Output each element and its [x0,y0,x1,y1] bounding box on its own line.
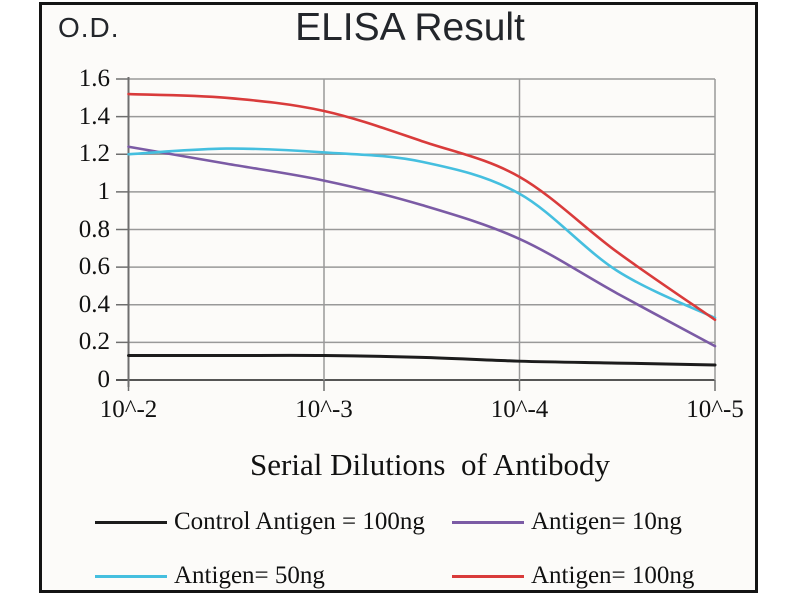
y-tick-label: 1.4 [78,102,110,130]
series-curve [127,92,717,322]
legend-line-swatch [452,520,524,524]
y-tick-label: 0.8 [78,215,110,243]
chart-title: ELISA Result [295,6,525,49]
y-tick-label: 0.2 [78,328,110,356]
x-tick-label: 10^-2 [99,396,158,423]
y-axis-unit-label: O.D. [58,12,120,43]
legend-label: Antigen= 10ng [531,508,682,535]
legend-label: Antigen= 50ng [174,562,325,589]
y-tick-label: 1 [97,177,111,205]
x-axis-title: Serial Dilutions of Antibody [250,447,610,482]
series-curve [127,353,717,367]
y-tick-label: 1.2 [78,140,110,168]
legend-label: Control Antigen = 100ng [174,508,425,535]
legend-item: Control Antigen = 100ng [95,507,425,537]
chart-frame [39,2,758,593]
x-tick-label: 10^-5 [686,396,744,423]
y-tick-label: 0 [97,366,111,393]
x-tick-label: 10^-3 [295,396,353,423]
series-curve [127,147,717,320]
legend-item: Antigen= 50ng [95,561,325,591]
x-tick-label: 10^-4 [490,396,549,423]
y-tick-label: 0.6 [78,253,110,281]
series-curve [127,145,717,348]
y-tick-label: 1.6 [78,65,110,92]
legend-line-swatch [95,574,167,578]
legend-line-swatch [95,520,167,524]
legend-item: Antigen= 10ng [452,507,682,537]
legend-line-swatch [452,574,524,578]
y-tick-label: 0.4 [78,290,110,318]
legend-label: Antigen= 100ng [531,562,695,589]
legend-item: Antigen= 100ng [452,561,694,591]
